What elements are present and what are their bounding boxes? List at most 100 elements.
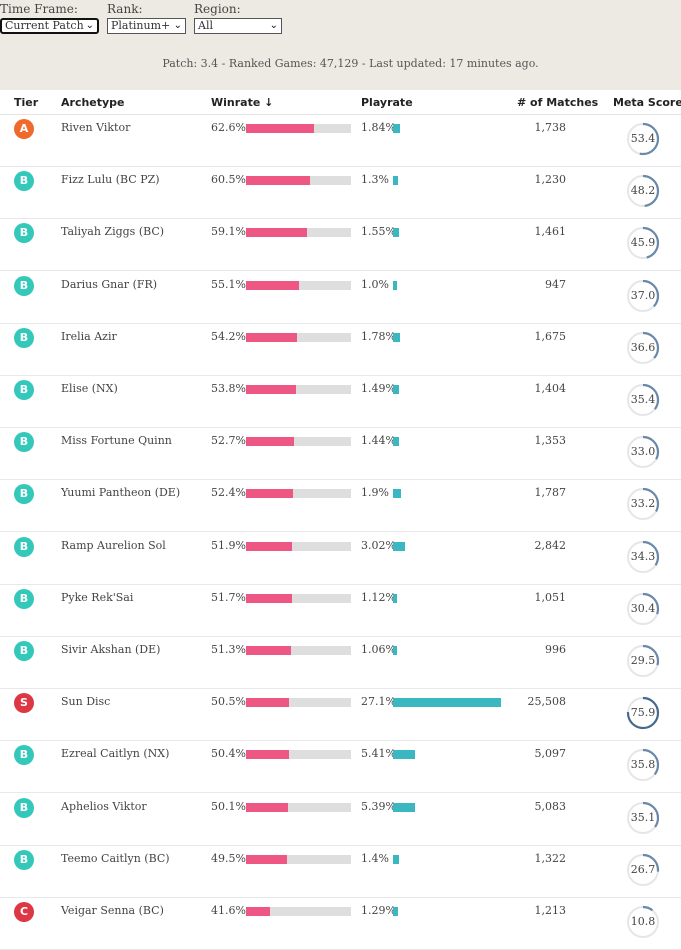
- tier-badge: S: [14, 693, 34, 713]
- meta-score-gauge: 75.9: [626, 696, 660, 730]
- winrate-bar: [246, 124, 351, 133]
- archetype-name[interactable]: Riven Viktor: [61, 121, 131, 134]
- table-row[interactable]: B Miss Fortune Quinn 52.7% 1.44% 1,353 33.0: [0, 428, 681, 480]
- playrate-value: 1.78%: [361, 330, 396, 343]
- table-row[interactable]: A Riven Viktor 62.6% 1.84% 1,738 53.4: [0, 115, 681, 167]
- meta-score-gauge: 35.4: [626, 383, 660, 417]
- archetype-name[interactable]: Darius Gnar (FR): [61, 278, 158, 291]
- meta-score-gauge: 37.0: [626, 279, 660, 313]
- winrate-bar: [246, 542, 351, 551]
- table-row[interactable]: B Darius Gnar (FR) 55.1% 1.0% 947 37.0: [0, 272, 681, 324]
- table-row[interactable]: B Ezreal Caitlyn (NX) 50.4% 5.41% 5,097 35.8: [0, 741, 681, 793]
- winrate-bar-fill: [246, 176, 310, 185]
- playrate-bar: [393, 855, 399, 864]
- meta-score-ring: [626, 279, 660, 313]
- archetype-name[interactable]: Miss Fortune Quinn: [61, 434, 172, 447]
- chevron-down-icon: ⌄: [269, 20, 278, 31]
- winrate-bar: [246, 489, 351, 498]
- playrate-bar: [393, 803, 415, 812]
- winrate-value: 50.5%: [211, 695, 246, 708]
- meta-score-value: 45.9: [630, 236, 656, 249]
- winrate-bar: [246, 228, 351, 237]
- meta-score-gauge: 35.8: [626, 748, 660, 782]
- playrate-bar: [393, 124, 400, 133]
- archetype-name[interactable]: Pyke Rek'Sai: [61, 591, 134, 604]
- meta-score-ring: [626, 435, 660, 469]
- meta-score-value: 29.5: [630, 654, 656, 667]
- playrate-bar: [393, 646, 397, 655]
- winrate-bar-fill: [246, 750, 289, 759]
- archetype-name[interactable]: Ezreal Caitlyn (NX): [61, 747, 170, 760]
- meta-score-ring: [626, 174, 660, 208]
- column-header-playrate[interactable]: Playrate: [361, 96, 413, 109]
- table-row[interactable]: B Taliyah Ziggs (BC) 59.1% 1.55% 1,461 45.9: [0, 219, 681, 271]
- match-count: 1,787: [534, 486, 567, 499]
- table-row[interactable]: B Elise (NX) 53.8% 1.49% 1,404 35.4: [0, 376, 681, 428]
- playrate-value: 1.06%: [361, 643, 396, 656]
- chevron-down-icon: ⌄: [173, 20, 182, 31]
- archetype-name[interactable]: Elise (NX): [61, 382, 118, 395]
- archetype-name[interactable]: Aphelios Viktor: [61, 800, 147, 813]
- match-count: 2,842: [534, 539, 567, 552]
- table-row[interactable]: S Sun Disc 50.5% 27.1% 25,508 75.9: [0, 689, 681, 741]
- region-value: All: [198, 19, 213, 32]
- archetype-name[interactable]: Sun Disc: [61, 695, 111, 708]
- table-row[interactable]: B Irelia Azir 54.2% 1.78% 1,675 36.6: [0, 324, 681, 376]
- archetype-name[interactable]: Yuumi Pantheon (DE): [61, 486, 181, 499]
- meta-score-ring: [626, 122, 660, 156]
- table-row[interactable]: B Aphelios Viktor 50.1% 5.39% 5,083 35.1: [0, 794, 681, 846]
- winrate-bar: [246, 646, 351, 655]
- table-row[interactable]: C Veigar Senna (BC) 41.6% 1.29% 1,213 10.8: [0, 898, 681, 950]
- tier-badge: B: [14, 641, 34, 661]
- rank-label: Rank:: [107, 2, 143, 16]
- table-row[interactable]: B Yuumi Pantheon (DE) 52.4% 1.9% 1,787 33.2: [0, 480, 681, 532]
- winrate-bar: [246, 281, 351, 290]
- archetype-name[interactable]: Teemo Caitlyn (BC): [61, 852, 170, 865]
- column-header-winrate[interactable]: Winrate ↓: [211, 96, 274, 109]
- column-header-meta-score[interactable]: Meta Score: [613, 96, 681, 109]
- winrate-bar: [246, 385, 351, 394]
- archetype-name[interactable]: Sivir Akshan (DE): [61, 643, 161, 656]
- winrate-bar: [246, 437, 351, 446]
- winrate-value: 53.8%: [211, 382, 246, 395]
- playrate-bar: [393, 907, 398, 916]
- archetype-name[interactable]: Irelia Azir: [61, 330, 117, 343]
- playrate-bar: [393, 281, 397, 290]
- archetype-name[interactable]: Fizz Lulu (BC PZ): [61, 173, 160, 186]
- winrate-value: 52.4%: [211, 486, 246, 499]
- meta-score-gauge: 53.4: [626, 122, 660, 156]
- column-header-archetype[interactable]: Archetype: [61, 96, 125, 109]
- playrate-value: 5.39%: [361, 800, 396, 813]
- meta-score-gauge: 29.5: [626, 644, 660, 678]
- archetype-name[interactable]: Ramp Aurelion Sol: [61, 539, 166, 552]
- match-count: 1,404: [534, 382, 567, 395]
- match-count: 1,675: [534, 330, 567, 343]
- table-row[interactable]: B Teemo Caitlyn (BC) 49.5% 1.4% 1,322 26.7: [0, 846, 681, 898]
- playrate-bar: [393, 489, 401, 498]
- meta-score-gauge: 26.7: [626, 853, 660, 887]
- tier-badge: B: [14, 798, 34, 818]
- playrate-bar: [393, 385, 399, 394]
- winrate-value: 50.4%: [211, 747, 246, 760]
- region-select[interactable]: All ⌄: [194, 18, 282, 34]
- time-frame-select[interactable]: Current Patch ⌄: [0, 18, 99, 34]
- playrate-value: 3.02%: [361, 539, 396, 552]
- tier-badge: B: [14, 537, 34, 557]
- table-row[interactable]: B Pyke Rek'Sai 51.7% 1.12% 1,051 30.4: [0, 585, 681, 637]
- playrate-bar: [393, 594, 397, 603]
- archetype-name[interactable]: Taliyah Ziggs (BC): [61, 225, 165, 238]
- table-row[interactable]: B Fizz Lulu (BC PZ) 60.5% 1.3% 1,230 48.2: [0, 167, 681, 219]
- winrate-bar-fill: [246, 646, 291, 655]
- tier-badge: B: [14, 589, 34, 609]
- archetype-name[interactable]: Veigar Senna (BC): [61, 904, 164, 917]
- tier-badge: B: [14, 850, 34, 870]
- column-header-tier[interactable]: Tier: [14, 96, 39, 109]
- tier-badge: B: [14, 432, 34, 452]
- table-row[interactable]: B Ramp Aurelion Sol 51.9% 3.02% 2,842 34.3: [0, 533, 681, 585]
- rank-select[interactable]: Platinum+ ⌄: [107, 18, 186, 34]
- meta-score-value: 36.6: [630, 341, 656, 354]
- playrate-value: 1.84%: [361, 121, 396, 134]
- table-row[interactable]: B Sivir Akshan (DE) 51.3% 1.06% 996 29.5: [0, 637, 681, 689]
- winrate-bar-fill: [246, 907, 270, 916]
- column-header-matches[interactable]: # of Matches: [517, 96, 599, 109]
